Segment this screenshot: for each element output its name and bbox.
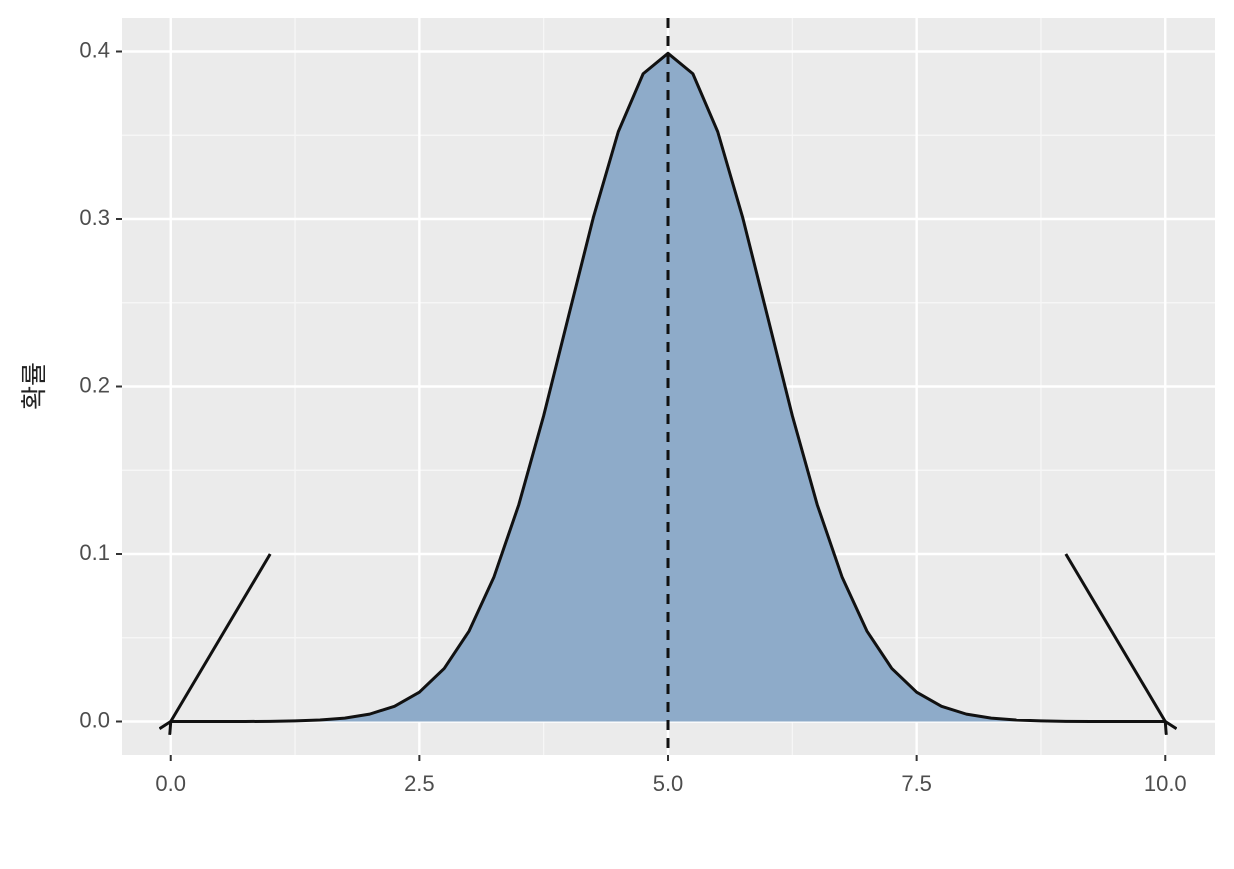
x-tick-label: 0.0: [155, 771, 186, 796]
y-tick-label: 0.0: [79, 707, 110, 732]
y-tick-label: 0.3: [79, 205, 110, 230]
y-tick-label: 0.1: [79, 540, 110, 565]
x-tick-label: 10.0: [1144, 771, 1187, 796]
y-tick-label: 0.4: [79, 37, 110, 62]
y-axis-title: 확률: [19, 362, 49, 410]
x-tick-label: 7.5: [901, 771, 932, 796]
density-line: [170, 51, 1166, 723]
arrow: [171, 553, 272, 722]
y-tick-label: 0.2: [79, 372, 110, 397]
x-tick-label: 5.0: [653, 771, 684, 796]
arrow: [1064, 553, 1165, 722]
x-tick-label: 2.5: [404, 771, 435, 796]
